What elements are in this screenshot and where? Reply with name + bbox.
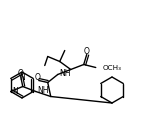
Text: OCH₃: OCH₃	[103, 64, 122, 70]
Text: O: O	[17, 69, 23, 78]
Text: O: O	[35, 73, 41, 82]
Text: NH: NH	[60, 69, 71, 78]
Text: N: N	[12, 87, 18, 96]
Text: NH: NH	[38, 86, 49, 95]
Text: N: N	[19, 74, 25, 82]
Text: O: O	[84, 47, 90, 56]
